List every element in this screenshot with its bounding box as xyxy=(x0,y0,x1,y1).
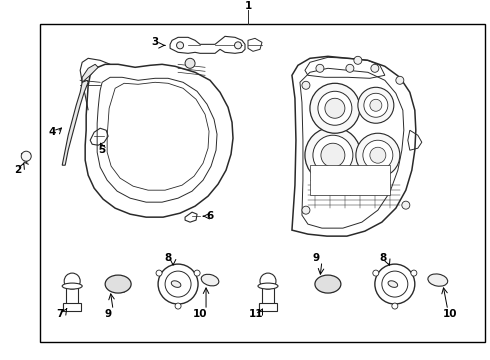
Circle shape xyxy=(316,64,324,72)
Circle shape xyxy=(175,303,181,309)
Circle shape xyxy=(370,147,386,163)
Polygon shape xyxy=(62,80,88,165)
Text: 7: 7 xyxy=(56,309,64,319)
Text: 1: 1 xyxy=(245,1,252,12)
Circle shape xyxy=(194,270,200,276)
Circle shape xyxy=(310,83,360,133)
Circle shape xyxy=(346,64,354,72)
Bar xyxy=(66,286,78,304)
Text: 10: 10 xyxy=(193,309,207,319)
Text: 10: 10 xyxy=(442,309,457,319)
Circle shape xyxy=(302,206,310,214)
Circle shape xyxy=(321,143,345,167)
Ellipse shape xyxy=(62,283,82,289)
Circle shape xyxy=(411,270,417,276)
Ellipse shape xyxy=(105,275,131,293)
Circle shape xyxy=(358,87,394,123)
Ellipse shape xyxy=(388,281,398,287)
Circle shape xyxy=(260,273,276,289)
Bar xyxy=(262,286,274,304)
Circle shape xyxy=(363,140,393,170)
Bar xyxy=(259,303,277,311)
Circle shape xyxy=(392,303,398,309)
Text: 9: 9 xyxy=(312,253,319,263)
Bar xyxy=(310,165,390,195)
Text: 8: 8 xyxy=(379,253,387,263)
Circle shape xyxy=(158,264,198,304)
Circle shape xyxy=(356,133,400,177)
Bar xyxy=(63,303,81,311)
Text: 6: 6 xyxy=(206,211,214,221)
Circle shape xyxy=(176,42,184,49)
Text: 3: 3 xyxy=(151,37,159,47)
Circle shape xyxy=(185,58,195,68)
Text: 9: 9 xyxy=(104,309,112,319)
Circle shape xyxy=(371,64,379,72)
Text: 8: 8 xyxy=(165,253,172,263)
Text: 4: 4 xyxy=(49,127,56,137)
Circle shape xyxy=(64,273,80,289)
Circle shape xyxy=(165,271,191,297)
Circle shape xyxy=(364,93,388,117)
Circle shape xyxy=(318,91,352,125)
Ellipse shape xyxy=(201,274,219,286)
Circle shape xyxy=(375,264,415,304)
Ellipse shape xyxy=(428,274,448,286)
Circle shape xyxy=(354,56,362,64)
Text: 5: 5 xyxy=(98,145,106,155)
Circle shape xyxy=(396,76,404,84)
Circle shape xyxy=(302,81,310,89)
Text: 2: 2 xyxy=(15,165,22,175)
Polygon shape xyxy=(85,64,233,217)
Ellipse shape xyxy=(172,281,181,287)
Circle shape xyxy=(382,271,408,297)
Circle shape xyxy=(373,270,379,276)
Ellipse shape xyxy=(258,283,278,289)
Bar xyxy=(40,24,485,342)
Circle shape xyxy=(313,135,353,175)
Text: 11: 11 xyxy=(249,309,263,319)
Circle shape xyxy=(21,151,31,161)
Circle shape xyxy=(370,99,382,111)
Polygon shape xyxy=(82,64,98,82)
Circle shape xyxy=(156,270,162,276)
Circle shape xyxy=(235,42,242,49)
Ellipse shape xyxy=(315,275,341,293)
Polygon shape xyxy=(292,56,416,236)
Circle shape xyxy=(305,127,361,183)
Circle shape xyxy=(402,201,410,209)
Circle shape xyxy=(325,98,345,118)
